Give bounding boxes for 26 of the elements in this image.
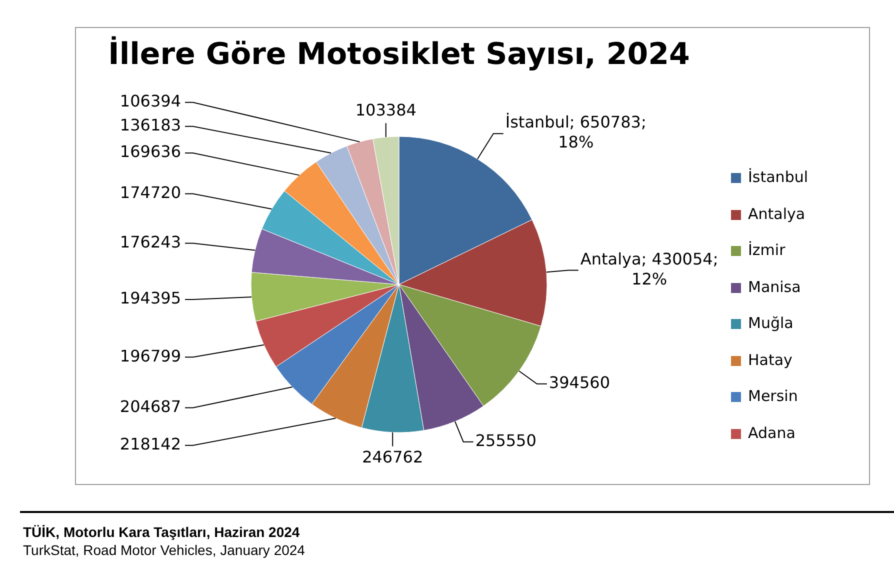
data-label: 174720 [120,182,181,202]
legend-label: Hatay [748,350,792,368]
legend-label: İzmir [748,241,786,259]
data-label: 246762 [362,448,424,467]
text: TÜİK, Motorlu Kara Taşıtları, Haziran 2024 [23,523,301,541]
data-label: 255550 [475,431,536,450]
data-label: 106394 [120,92,181,111]
data-label: 136183 [120,116,181,135]
legend-label: Manisa [748,278,801,296]
chart-title: İllere Göre Motosiklet Sayısı, 2024 [108,36,690,72]
legend-label: Muğla [748,314,794,332]
data-label: 218142 [120,434,181,454]
legend-label: İstanbul [748,168,808,186]
legend-label: Mersin [748,387,798,405]
data-label: 194395 [120,288,181,308]
data-label: Antalya; 430054; 12% [580,249,718,288]
data-label: 176243 [120,232,181,252]
data-label: 196799 [120,346,181,366]
data-label: 103384 [355,100,416,120]
legend-label: Adana [748,424,796,442]
legend-label: Antalya [748,204,806,222]
data-label: İstanbul; 650783; 18% [505,112,646,152]
data-label: 204687 [120,396,181,416]
text: TurkStat, Road Motor Vehicles, January 2024 [23,541,305,559]
data-label: 169636 [120,142,181,162]
data-label: 394560 [548,373,610,392]
